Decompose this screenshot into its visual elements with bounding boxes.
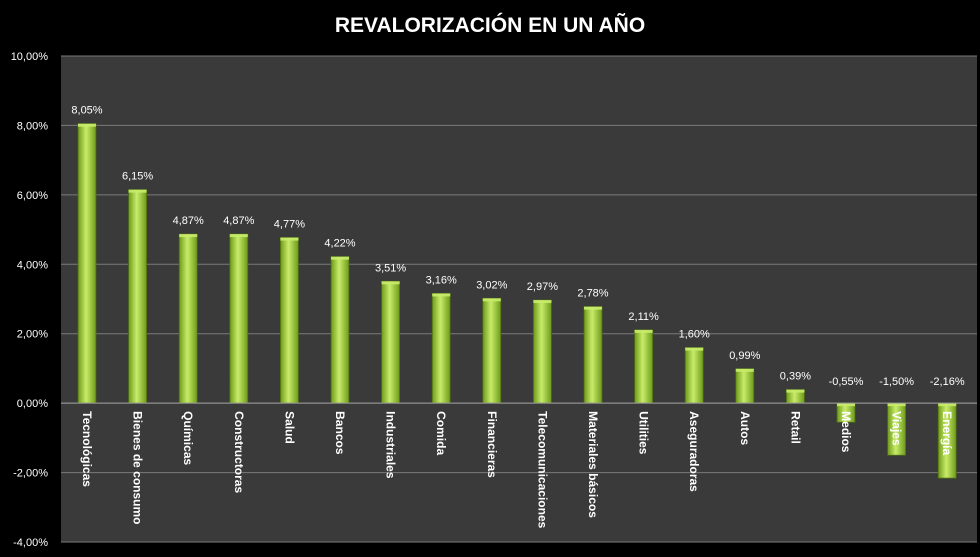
category-label: Retail [788, 411, 802, 444]
bar [330, 256, 350, 404]
bar [178, 233, 198, 404]
data-label: -2,16% [930, 376, 965, 388]
bar-cap [229, 234, 248, 238]
y-tick-label: -2,00% [13, 468, 48, 480]
y-axis-tick-labels: -4,00% -2,00% 0,00% 2,00% 4,00% 6,00% 8,00% 10,… [11, 51, 49, 549]
category-label: Constructoras [232, 411, 246, 493]
data-label: -0,55% [829, 376, 864, 388]
data-label: -1,50% [879, 376, 914, 388]
data-label: 4,87% [223, 215, 254, 227]
bar-cap [381, 281, 400, 285]
bar-cap [735, 368, 754, 372]
bar-cap [634, 329, 653, 333]
y-tick-label: 2,00% [17, 329, 48, 341]
bar [735, 368, 755, 404]
data-label: 1,60% [679, 329, 710, 341]
bar-cap [128, 189, 147, 193]
category-label: Tecnológicas [80, 411, 94, 487]
bar [431, 293, 451, 404]
bar-cap [78, 123, 96, 127]
bar-cap [685, 347, 704, 351]
category-label: Telecomunicaciones [535, 411, 549, 528]
bar [128, 189, 148, 404]
category-label: Comida [434, 411, 448, 455]
data-label: 0,99% [729, 350, 760, 362]
data-label: 6,15% [122, 171, 153, 183]
y-tick-label: 10,00% [11, 51, 49, 63]
y-tick-label: 6,00% [17, 190, 48, 202]
category-label: Industriales [384, 411, 398, 479]
data-labels: 8,05% 6,15% 4,87% 4,87% 4,77% 4,22% 3,51% 3,16%… [71, 105, 964, 388]
bar-cap [786, 389, 805, 393]
category-label: Autos [738, 411, 752, 445]
category-label: Energía [940, 411, 954, 455]
category-label: Químicas [181, 411, 195, 465]
bar-cap [837, 403, 855, 407]
bar [684, 347, 704, 404]
bar-cap [331, 256, 349, 260]
y-tick-label: 4,00% [17, 259, 48, 271]
data-label: 2,11% [628, 311, 659, 323]
bar [381, 280, 401, 404]
data-label: 8,05% [71, 105, 102, 117]
bar [77, 123, 97, 404]
data-label: 4,77% [274, 219, 305, 231]
bar-cap [938, 403, 957, 407]
y-tick-label: -4,00% [13, 537, 48, 549]
bar-cap [887, 403, 906, 407]
bar [229, 233, 249, 404]
category-label: Financieras [485, 411, 499, 478]
bar-cap [432, 293, 451, 297]
data-label: 4,22% [324, 238, 355, 250]
bar [279, 237, 299, 404]
bar-cap [584, 306, 602, 310]
bar-cap [280, 237, 299, 241]
data-label: 3,16% [426, 274, 457, 286]
data-label: 4,87% [173, 215, 204, 227]
bar-cap [179, 234, 198, 238]
category-label: Salud [282, 411, 296, 444]
bar [482, 297, 502, 404]
bar-cap [533, 300, 552, 304]
plot-area [61, 56, 977, 542]
category-labels: Tecnológicas Bienes de consumo Químicas Con… [80, 411, 954, 528]
y-tick-label: 8,00% [17, 120, 48, 132]
data-label: 2,78% [577, 288, 608, 300]
bar [533, 299, 552, 404]
data-label: 3,51% [375, 262, 406, 274]
chart-title: REVALORIZACIÓN EN UN AÑO [335, 13, 645, 37]
category-label: Materiales básicos [586, 411, 600, 518]
category-label: Medios [839, 411, 853, 453]
y-tick-label: 0,00% [17, 398, 48, 410]
category-label: Bancos [333, 411, 347, 455]
bars [77, 123, 957, 479]
category-label: Viajes [890, 411, 904, 446]
category-label: Bienes de consumo [131, 411, 145, 524]
data-label: 0,39% [780, 371, 811, 383]
data-label: 3,02% [476, 279, 507, 291]
data-label: 2,97% [527, 281, 558, 293]
category-label: Utilities [637, 411, 651, 455]
bar [583, 306, 603, 404]
bar [634, 329, 653, 404]
bar-cap [482, 298, 501, 302]
category-label: Aseguradoras [687, 411, 701, 492]
